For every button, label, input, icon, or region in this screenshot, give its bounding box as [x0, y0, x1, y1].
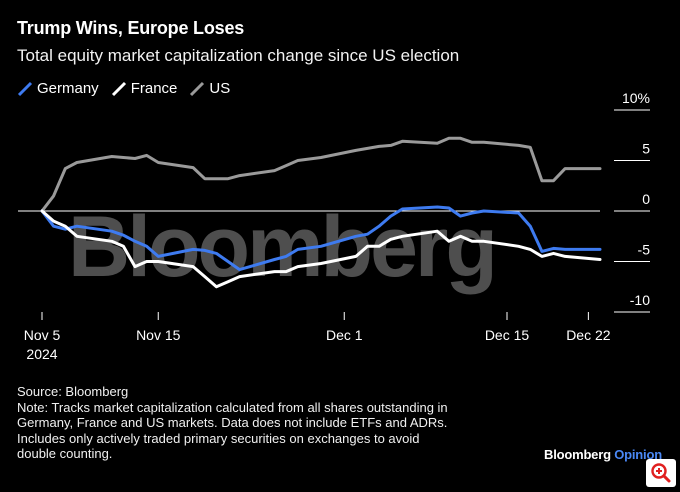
- y-tick-label: 5: [642, 141, 650, 157]
- x-tick-label: Nov 5: [24, 327, 61, 343]
- zoom-in-icon: [651, 463, 671, 483]
- zoom-button[interactable]: [646, 459, 676, 487]
- x-tick-sublabel: 2024: [26, 346, 57, 362]
- x-tick-label: Nov 15: [136, 327, 181, 343]
- x-tick-label: Dec 1: [326, 327, 363, 343]
- legend-item-germany: Germany: [17, 80, 99, 97]
- chart-subtitle: Total equity market capitalization chang…: [17, 46, 460, 65]
- y-tick-label: 10%: [622, 90, 650, 106]
- footer-note: Source: Bloomberg Note: Tracks market ca…: [17, 384, 527, 462]
- source-line: Source: Bloomberg: [17, 384, 129, 399]
- chart-title: Trump Wins, Europe Loses: [17, 18, 245, 38]
- series-line-germany: [40, 205, 602, 272]
- legend: Germany France US: [17, 80, 242, 97]
- brand-name: Bloomberg: [544, 447, 611, 462]
- note-line: Includes only actively traded primary se…: [17, 430, 420, 446]
- legend-label-france: France: [130, 80, 178, 97]
- note-line: Germany, France and US markets. Data doe…: [17, 415, 448, 430]
- legend-item-us: US: [189, 80, 230, 97]
- x-tick-label: Dec 22: [566, 327, 611, 343]
- brand-logo: Bloomberg Opinion: [544, 447, 662, 462]
- series-line-us: [40, 136, 602, 213]
- legend-item-france: France: [111, 80, 178, 97]
- legend-label-germany: Germany: [37, 80, 99, 97]
- legend-swatch-france: [111, 81, 126, 96]
- y-tick-label: 0: [642, 191, 650, 207]
- bloomberg-watermark: Bloomberg: [68, 199, 495, 295]
- brand-suffix: Opinion: [614, 447, 662, 462]
- legend-swatch-germany: [17, 81, 33, 96]
- x-tick-label: Dec 15: [485, 327, 530, 343]
- legend-label-us: US: [209, 80, 231, 97]
- series-line-france: [40, 209, 602, 289]
- legend-swatch-us: [190, 81, 205, 96]
- y-tick-label: -10: [630, 292, 650, 308]
- note-line: double counting.: [17, 446, 113, 461]
- y-tick-label: -5: [638, 242, 651, 258]
- note-line: Note: Tracks market capitalization calcu…: [17, 399, 448, 415]
